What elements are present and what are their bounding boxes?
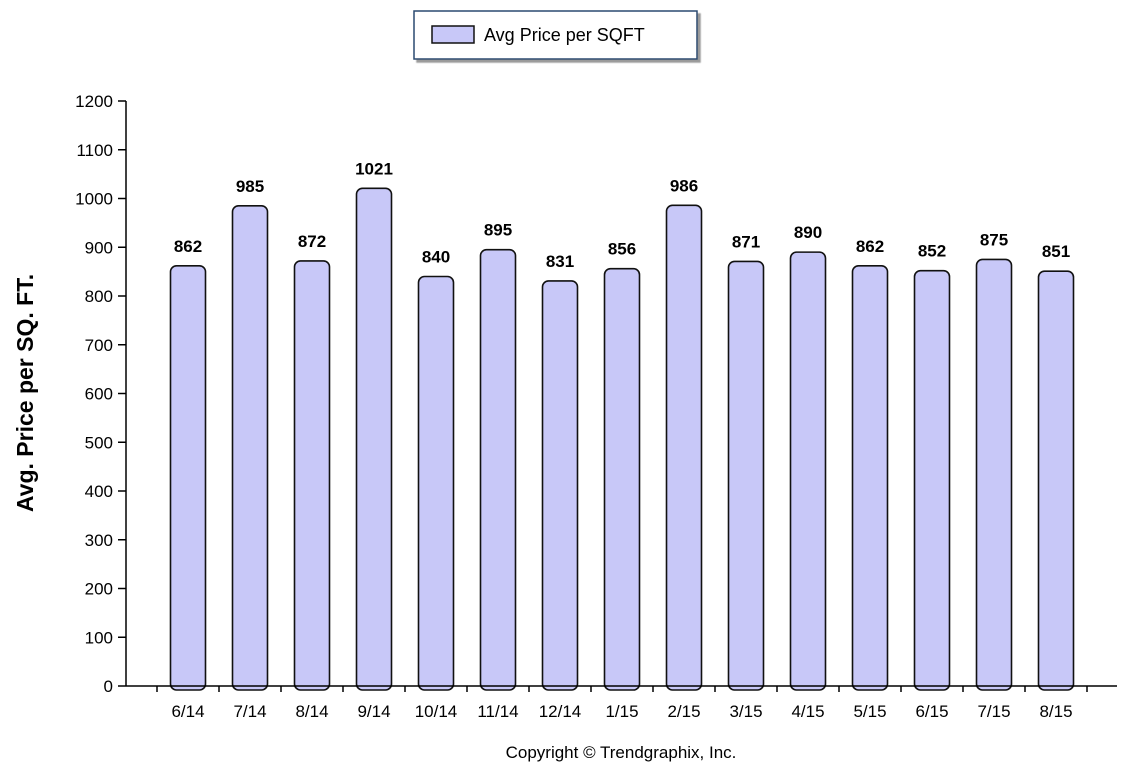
y-tick-label: 400 <box>85 482 113 501</box>
bar <box>1037 270 1075 691</box>
y-tick-label: 1000 <box>75 190 113 209</box>
y-tick-label: 800 <box>85 287 113 306</box>
data-label: 862 <box>856 237 884 256</box>
x-tick-label: 8/14 <box>295 702 328 721</box>
bar <box>355 187 393 691</box>
x-tick-label: 9/14 <box>357 702 390 721</box>
data-labels: 862 985 872 1021 840 895 831 856 986 871 890 862 852… <box>174 159 1070 271</box>
y-tick-label: 600 <box>85 385 113 404</box>
legend-swatch <box>431 25 475 44</box>
data-label: 851 <box>1042 242 1070 261</box>
x-tick-label: 11/14 <box>477 702 518 721</box>
y-tick-label: 0 <box>104 677 113 696</box>
data-label: 875 <box>980 230 1008 249</box>
y-tick-label: 200 <box>85 580 113 599</box>
data-label: 872 <box>298 232 326 251</box>
data-label: 1021 <box>355 159 393 178</box>
bar <box>727 260 765 691</box>
x-tick-label: 8/15 <box>1039 702 1072 721</box>
y-tick-label: 700 <box>85 336 113 355</box>
x-tick-label: 4/15 <box>791 702 824 721</box>
bar <box>975 258 1013 691</box>
legend-label: Avg Price per SQFT <box>484 25 645 45</box>
y-tick-label: 900 <box>85 238 113 257</box>
y-axis-title: Avg. Price per SQ. FT. <box>12 274 38 512</box>
x-tick-label: 12/14 <box>539 702 582 721</box>
x-tick-label: 6/15 <box>915 702 948 721</box>
data-label: 862 <box>174 237 202 256</box>
bar <box>293 260 331 691</box>
data-label: 871 <box>732 232 760 251</box>
data-label: 895 <box>484 221 512 240</box>
bar <box>913 269 951 691</box>
bar <box>169 264 207 691</box>
bar <box>479 248 517 691</box>
data-label: 840 <box>422 248 450 267</box>
x-tick-label: 7/14 <box>233 702 266 721</box>
data-label: 852 <box>918 242 946 261</box>
y-tick-label: 1100 <box>76 141 113 160</box>
copyright-footer: Copyright © Trendgraphix, Inc. <box>506 743 737 762</box>
data-label: 856 <box>608 240 636 259</box>
bar <box>541 280 579 691</box>
bar <box>789 251 827 691</box>
x-tick-label: 1/15 <box>605 702 638 721</box>
x-tick-label: 5/15 <box>853 702 886 721</box>
bar <box>231 205 269 691</box>
x-tick-label: 6/14 <box>171 702 204 721</box>
bars <box>169 187 1075 691</box>
y-tick-label: 1200 <box>75 92 113 111</box>
bar <box>665 204 703 691</box>
bar <box>851 264 889 691</box>
y-tick-label: 500 <box>85 433 113 452</box>
legend: Avg Price per SQFT <box>413 10 698 60</box>
x-tick-label: 7/15 <box>977 702 1010 721</box>
data-label: 831 <box>546 252 574 271</box>
data-label: 985 <box>236 177 264 196</box>
y-tick-label: 100 <box>85 628 113 647</box>
y-axis-ticks: 0 100 200 300 400 500 600 700 800 900 1000 1100 1200 <box>75 92 126 696</box>
bar <box>603 267 641 691</box>
x-tick-label: 3/15 <box>729 702 762 721</box>
x-tick-label: 10/14 <box>415 702 458 721</box>
data-label: 986 <box>670 176 698 195</box>
y-tick-label: 300 <box>85 531 113 550</box>
data-label: 890 <box>794 223 822 242</box>
x-tick-label: 2/15 <box>667 702 700 721</box>
x-axis-ticks: 6/14 7/14 8/14 9/14 10/14 11/14 12/14 1/15 2/15 3… <box>156 686 1088 721</box>
bar <box>417 275 455 691</box>
